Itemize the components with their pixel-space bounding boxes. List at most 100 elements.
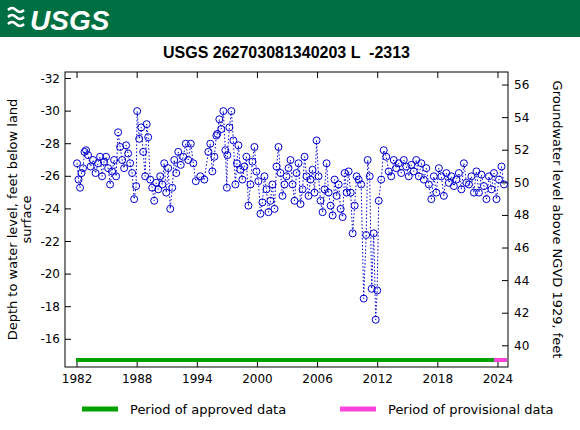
data-point (77, 184, 84, 191)
data-point (358, 181, 365, 188)
y2-tick-label: 54 (514, 111, 529, 125)
data-point (370, 230, 377, 237)
y2-tick-label: 52 (514, 143, 529, 157)
data-point (329, 212, 336, 219)
y-axis-label-line: surface (19, 195, 34, 243)
data-point (271, 205, 278, 212)
data-point (433, 189, 440, 196)
y2-tick-label: 44 (514, 274, 529, 288)
data-point (220, 108, 227, 115)
data-point (413, 157, 420, 164)
data-point (440, 192, 447, 199)
header-band (0, 0, 580, 37)
x-tick-label: 1994 (182, 372, 213, 386)
data-point (232, 181, 239, 188)
data-point (337, 205, 344, 212)
data-point (223, 184, 230, 191)
y2-axis-label: Groundwater level above NGVD 1929, feet (550, 81, 565, 359)
data-point (400, 157, 407, 164)
data-point (331, 176, 338, 183)
data-point (243, 153, 250, 160)
data-point (297, 201, 304, 208)
data-point (347, 189, 354, 196)
data-point (485, 173, 492, 180)
x-tick-top (497, 72, 498, 78)
logo-wave (8, 15, 24, 19)
data-point (325, 189, 332, 196)
data-point (295, 160, 302, 167)
x-tick-top (77, 72, 78, 78)
data-point (450, 183, 457, 190)
data-point (233, 160, 240, 167)
data-point (78, 170, 85, 177)
y-tick (65, 176, 71, 177)
data-point (289, 181, 296, 188)
y2-tick-label: 56 (514, 78, 529, 92)
legend-label: Period of approved data (130, 402, 286, 417)
data-point (343, 189, 350, 196)
data-point (75, 176, 82, 183)
x-tick-label: 1988 (122, 372, 153, 386)
data-point (109, 168, 116, 175)
data-point (498, 163, 505, 170)
data-point (480, 183, 487, 190)
data-point (209, 168, 216, 175)
data-point (455, 170, 462, 177)
y-axis-label-line: Depth to water level, feet below land (5, 99, 20, 341)
data-point (363, 231, 370, 238)
title: USGS 262703081340203 L -2313 (163, 44, 410, 61)
data-point (327, 202, 334, 209)
data-point (151, 197, 158, 204)
data-point (131, 196, 138, 203)
data-point (247, 181, 254, 188)
data-point (119, 157, 126, 164)
data-point (129, 170, 136, 177)
data-point (99, 173, 106, 180)
data-point (134, 108, 141, 115)
data-point (226, 124, 233, 131)
data-point (465, 181, 472, 188)
data-point (374, 287, 381, 294)
y2-tick-label: 50 (514, 176, 529, 190)
data-point (425, 181, 432, 188)
data-point (159, 181, 166, 188)
data-point (293, 170, 300, 177)
data-point (113, 173, 120, 180)
data-point (285, 165, 292, 172)
data-point (163, 189, 170, 196)
x-tick-top (197, 72, 198, 78)
data-point (488, 186, 495, 193)
data-point (251, 143, 258, 150)
data-point (125, 150, 132, 157)
x-tick-label: 2006 (302, 372, 333, 386)
data-point (123, 142, 130, 149)
data-point (239, 176, 246, 183)
x-tick-top (317, 72, 318, 78)
data-point (92, 170, 99, 177)
data-point (378, 176, 385, 183)
legend-label: Period of provisional data (388, 402, 553, 417)
data-point (301, 153, 308, 160)
data-point (333, 192, 340, 199)
data-point (161, 160, 168, 167)
y2-tick-label: 46 (514, 241, 529, 255)
data-point (241, 163, 248, 170)
data-point (177, 161, 184, 168)
y-tick (65, 339, 71, 340)
data-point (317, 197, 324, 204)
data-point (351, 202, 358, 209)
data-point (311, 189, 318, 196)
data-point (323, 160, 330, 167)
data-point (157, 173, 164, 180)
data-point (145, 134, 152, 141)
data-point (415, 173, 422, 180)
data-point (107, 181, 114, 188)
data-point (155, 186, 162, 193)
data-point (121, 165, 128, 172)
data-point (142, 173, 149, 180)
x-tick-top (377, 72, 378, 78)
legend-swatch (340, 407, 376, 412)
data-point (169, 184, 176, 191)
y2-tick (502, 150, 508, 151)
data-point (478, 171, 485, 178)
